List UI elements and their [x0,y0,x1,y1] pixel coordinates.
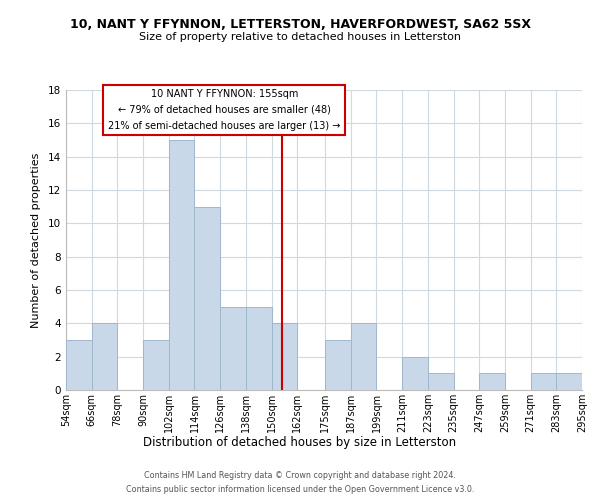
Y-axis label: Number of detached properties: Number of detached properties [31,152,41,328]
Bar [66,340,92,390]
Text: Contains public sector information licensed under the Open Government Licence v3: Contains public sector information licen… [126,484,474,494]
Bar [530,374,556,390]
Bar [143,340,169,390]
Text: 10, NANT Y FFYNNON, LETTERSTON, HAVERFORDWEST, SA62 5SX: 10, NANT Y FFYNNON, LETTERSTON, HAVERFOR… [70,18,530,30]
Bar [220,306,246,390]
Bar [246,306,272,390]
Text: Size of property relative to detached houses in Letterston: Size of property relative to detached ho… [139,32,461,42]
Bar [351,324,376,390]
Bar [169,140,194,390]
Bar [479,374,505,390]
Text: Contains HM Land Registry data © Crown copyright and database right 2024.: Contains HM Land Registry data © Crown c… [144,472,456,480]
Bar [194,206,220,390]
Bar [325,340,351,390]
Text: 10 NANT Y FFYNNON: 155sqm
← 79% of detached houses are smaller (48)
21% of semi-: 10 NANT Y FFYNNON: 155sqm ← 79% of detac… [108,90,341,130]
Bar [272,324,297,390]
Text: Distribution of detached houses by size in Letterston: Distribution of detached houses by size … [143,436,457,449]
Bar [92,324,118,390]
Bar [428,374,454,390]
Bar [402,356,428,390]
Bar [556,374,582,390]
